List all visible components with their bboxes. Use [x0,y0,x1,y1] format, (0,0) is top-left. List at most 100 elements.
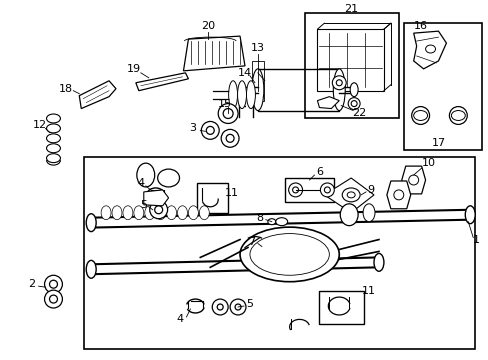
Polygon shape [413,31,446,69]
Text: 20: 20 [201,21,215,31]
Text: 2: 2 [28,279,35,289]
Polygon shape [136,73,188,91]
Ellipse shape [144,206,154,220]
Ellipse shape [112,206,122,220]
Circle shape [336,80,342,86]
Circle shape [44,275,62,293]
Ellipse shape [464,206,474,224]
Polygon shape [143,190,168,206]
Polygon shape [403,23,481,150]
Ellipse shape [188,206,198,220]
Circle shape [350,100,356,107]
Text: 5: 5 [246,299,253,309]
Circle shape [453,112,461,120]
Ellipse shape [166,206,176,220]
Circle shape [223,109,233,118]
Ellipse shape [46,114,61,123]
Polygon shape [386,181,410,209]
Ellipse shape [177,206,187,220]
Text: 6: 6 [315,167,322,177]
Circle shape [448,107,467,125]
Ellipse shape [46,144,61,153]
Circle shape [44,290,62,308]
Ellipse shape [237,81,246,109]
Circle shape [332,76,346,90]
Circle shape [218,104,238,123]
Text: 19: 19 [126,64,141,74]
Text: 16: 16 [413,21,427,31]
Circle shape [49,280,57,288]
Ellipse shape [137,163,154,187]
Text: 8: 8 [256,213,263,223]
Ellipse shape [450,111,464,121]
Ellipse shape [425,45,435,53]
Ellipse shape [46,124,61,133]
Ellipse shape [333,69,345,111]
Ellipse shape [134,206,143,220]
Circle shape [324,187,330,193]
Circle shape [320,183,334,197]
Text: 17: 17 [430,138,445,148]
Text: 10: 10 [421,158,435,168]
Polygon shape [84,157,474,349]
Ellipse shape [340,204,357,226]
Ellipse shape [246,81,255,109]
Text: 4: 4 [137,178,144,188]
Polygon shape [317,96,339,109]
Circle shape [230,299,245,315]
Ellipse shape [240,227,339,282]
Circle shape [212,299,228,315]
Circle shape [416,112,424,120]
Polygon shape [401,166,425,194]
Text: 11: 11 [361,286,375,296]
Text: 18: 18 [59,84,73,94]
Ellipse shape [251,69,264,111]
Text: 13: 13 [250,43,264,53]
Ellipse shape [373,253,383,271]
Circle shape [49,295,57,303]
Text: 9: 9 [366,185,374,195]
Circle shape [154,206,163,214]
Circle shape [411,107,428,125]
Ellipse shape [393,190,403,200]
Circle shape [201,121,219,139]
Text: 1: 1 [472,234,479,244]
Text: 11: 11 [224,188,239,198]
Text: 22: 22 [351,108,366,117]
Ellipse shape [267,219,275,225]
Text: 15: 15 [218,99,232,109]
Text: 14: 14 [238,68,251,78]
Text: 4: 4 [177,314,183,324]
Ellipse shape [86,260,96,278]
Ellipse shape [342,188,359,202]
Text: 21: 21 [344,4,358,14]
Ellipse shape [199,206,209,220]
Circle shape [149,201,167,219]
Circle shape [217,304,223,310]
Text: 12: 12 [33,121,46,130]
Ellipse shape [275,218,287,226]
Ellipse shape [101,206,111,220]
Ellipse shape [157,169,179,187]
Text: 5: 5 [140,200,147,210]
Ellipse shape [228,81,237,109]
Ellipse shape [362,204,374,222]
Ellipse shape [349,83,357,96]
Circle shape [288,183,302,197]
Polygon shape [324,178,373,213]
Ellipse shape [86,214,96,231]
Circle shape [206,126,214,134]
Circle shape [225,134,234,142]
Ellipse shape [46,154,61,163]
Ellipse shape [46,134,61,143]
Ellipse shape [122,206,133,220]
Circle shape [221,129,239,147]
Ellipse shape [346,192,354,198]
Polygon shape [304,13,398,118]
Circle shape [235,304,241,310]
Circle shape [292,187,298,193]
Circle shape [347,98,359,109]
Ellipse shape [413,111,427,121]
Ellipse shape [249,234,328,275]
Text: 7: 7 [248,237,255,247]
